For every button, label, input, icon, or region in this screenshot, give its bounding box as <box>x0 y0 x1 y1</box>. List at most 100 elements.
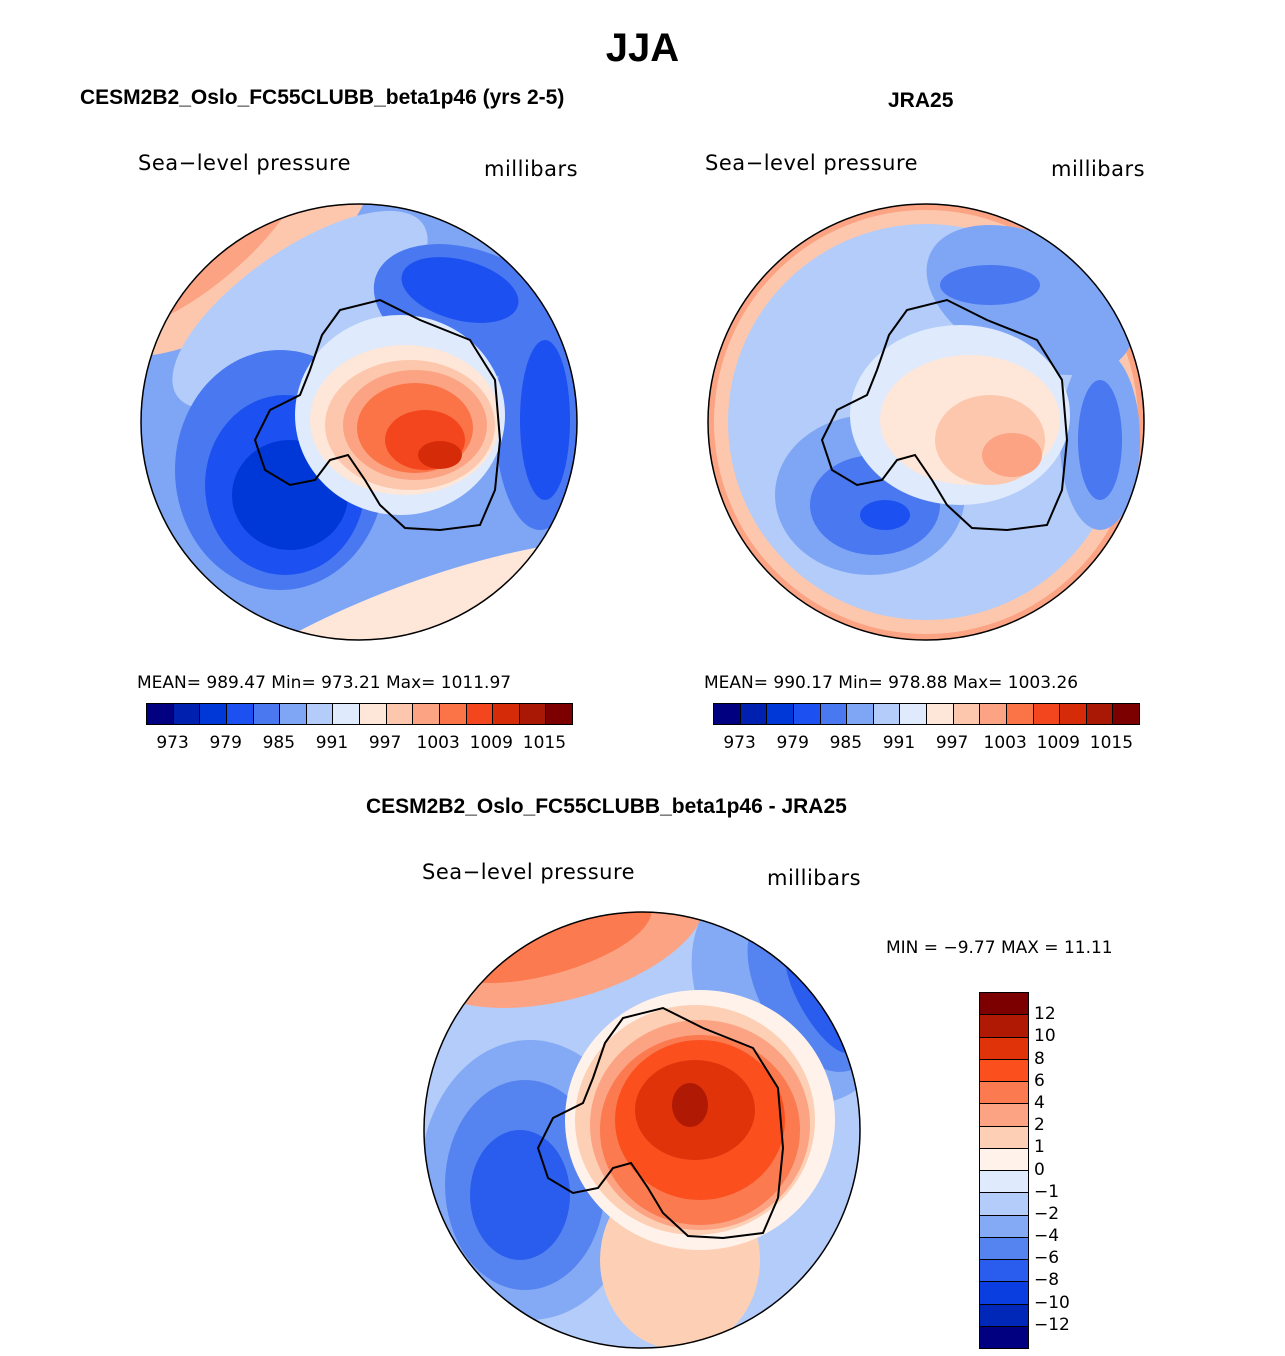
model-colorbar <box>146 703 573 725</box>
colorbar-swatch <box>519 704 547 724</box>
colorbar-tick-label: 1 <box>1034 1137 1045 1158</box>
obs-variable-label: Sea−level pressure <box>705 151 919 175</box>
colorbar-swatch <box>980 1326 1028 1348</box>
colorbar-swatch <box>980 1171 1028 1194</box>
colorbar-tick-label: 979 <box>776 733 809 753</box>
colorbar-swatch <box>980 1304 1028 1327</box>
colorbar-tick-label: −12 <box>1034 1314 1070 1335</box>
diff-colorbar-ticks: 12 10 8 6 4 2 1 0 −1 −2 −4 −6 −8 −10 −12 <box>1034 992 1094 1347</box>
colorbar-swatch <box>546 704 572 724</box>
colorbar-tick-label: −8 <box>1034 1270 1060 1291</box>
colorbar-swatch <box>980 704 1007 724</box>
colorbar-tick-label: 979 <box>209 733 242 753</box>
colorbar-swatch <box>980 1260 1028 1283</box>
colorbar-tick-label: 991 <box>315 733 349 753</box>
model-stats: MEAN= 989.47 Min= 973.21 Max= 1011.97 <box>137 673 512 693</box>
colorbar-swatch <box>980 1015 1028 1038</box>
colorbar-swatch <box>980 1193 1028 1216</box>
diff-stats: MIN = −9.77 MAX = 11.11 <box>886 938 1113 958</box>
colorbar-tick-label: 1009 <box>1036 733 1080 753</box>
colorbar-swatch <box>980 1215 1028 1238</box>
colorbar-tick-label: 6 <box>1034 1070 1045 1091</box>
colorbar-swatch <box>147 704 174 724</box>
page-title: JJA <box>605 26 680 70</box>
colorbar-swatch <box>980 1037 1028 1060</box>
colorbar-tick-label: −2 <box>1034 1203 1060 1224</box>
colorbar-tick-label: 1009 <box>469 733 513 753</box>
colorbar-tick-label: −10 <box>1034 1292 1070 1313</box>
colorbar-tick-label: 1003 <box>983 733 1027 753</box>
colorbar-swatch <box>439 704 467 724</box>
diff-colorbar <box>979 992 1029 1349</box>
diff-units-label: millibars <box>767 866 862 890</box>
colorbar-swatch <box>980 1104 1028 1127</box>
colorbar-tick-label: 985 <box>262 733 296 753</box>
model-units-label: millibars <box>484 157 579 181</box>
colorbar-swatch <box>1033 704 1061 724</box>
colorbar-tick-label: 8 <box>1034 1048 1045 1069</box>
colorbar-swatch <box>200 704 227 724</box>
colorbar-tick-label: 973 <box>156 733 189 753</box>
colorbar-tick-label: 10 <box>1034 1026 1056 1047</box>
colorbar-swatch <box>173 704 201 724</box>
colorbar-swatch <box>820 704 848 724</box>
colorbar-swatch <box>493 704 520 724</box>
diff-variable-label: Sea−level pressure <box>422 860 636 884</box>
colorbar-swatch <box>793 704 821 724</box>
colorbar-swatch <box>280 704 307 724</box>
colorbar-swatch <box>253 704 281 724</box>
diff-panel-title: CESM2B2_Oslo_FC55CLUBB_beta1p46 - JRA25 <box>366 795 847 818</box>
colorbar-tick-label: 0 <box>1034 1159 1045 1180</box>
colorbar-tick-label: 1015 <box>1089 733 1134 753</box>
colorbar-swatch <box>1113 704 1139 724</box>
obs-colorbar <box>713 703 1140 725</box>
model-variable-label: Sea−level pressure <box>138 151 352 175</box>
colorbar-tick-label: −6 <box>1034 1248 1060 1269</box>
colorbar-tick-label: 985 <box>829 733 863 753</box>
colorbar-tick-label: −4 <box>1034 1226 1060 1247</box>
colorbar-tick-label: 12 <box>1034 1004 1056 1025</box>
colorbar-swatch <box>980 993 1028 1016</box>
colorbar-swatch <box>980 1059 1028 1082</box>
colorbar-swatch <box>900 704 927 724</box>
colorbar-swatch <box>1060 704 1087 724</box>
colorbar-swatch <box>980 1148 1028 1171</box>
colorbar-tick-label: 997 <box>935 733 969 753</box>
colorbar-swatch <box>847 704 874 724</box>
colorbar-swatch <box>953 704 981 724</box>
colorbar-swatch <box>980 1082 1028 1105</box>
colorbar-swatch <box>767 704 794 724</box>
obs-colorbar-ticks: 973 979 985 991 997 1003 1009 1015 <box>713 733 1138 755</box>
colorbar-tick-label: 1015 <box>522 733 567 753</box>
colorbar-tick-label: 4 <box>1034 1092 1045 1113</box>
obs-stats: MEAN= 990.17 Min= 978.88 Max= 1003.26 <box>704 673 1079 693</box>
colorbar-swatch <box>333 704 360 724</box>
colorbar-swatch <box>980 1282 1028 1305</box>
colorbar-swatch <box>927 704 954 724</box>
colorbar-tick-label: −1 <box>1034 1181 1060 1202</box>
colorbar-swatch <box>386 704 414 724</box>
colorbar-swatch <box>714 704 741 724</box>
colorbar-swatch <box>740 704 768 724</box>
obs-units-label: millibars <box>1051 157 1146 181</box>
colorbar-swatch <box>873 704 901 724</box>
model-colorbar-ticks: 973 979 985 991 997 1003 1009 1015 <box>146 733 571 755</box>
colorbar-tick-label: 991 <box>882 733 916 753</box>
colorbar-swatch <box>980 1237 1028 1260</box>
colorbar-tick-label: 1003 <box>416 733 460 753</box>
model-panel-title: CESM2B2_Oslo_FC55CLUBB_beta1p46 (yrs 2-5… <box>80 86 565 109</box>
colorbar-swatch <box>226 704 254 724</box>
colorbar-swatch <box>413 704 440 724</box>
colorbar-swatch <box>360 704 387 724</box>
colorbar-swatch <box>1086 704 1114 724</box>
colorbar-swatch <box>980 1126 1028 1149</box>
obs-panel-title: JRA25 <box>888 89 954 112</box>
colorbar-swatch <box>466 704 494 724</box>
colorbar-swatch <box>1006 704 1034 724</box>
colorbar-tick-label: 973 <box>723 733 756 753</box>
colorbar-tick-label: 2 <box>1034 1115 1045 1136</box>
colorbar-tick-label: 997 <box>368 733 402 753</box>
